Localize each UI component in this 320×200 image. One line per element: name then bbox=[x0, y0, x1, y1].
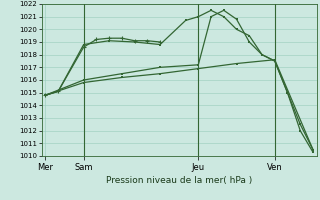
X-axis label: Pression niveau de la mer( hPa ): Pression niveau de la mer( hPa ) bbox=[106, 176, 252, 185]
